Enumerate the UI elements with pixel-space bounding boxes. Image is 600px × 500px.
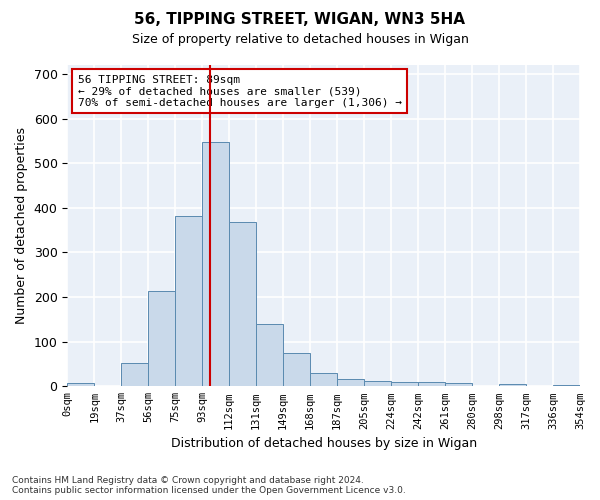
Bar [418,382,445,386]
Bar [283,353,310,386]
Bar [229,222,256,386]
Bar [148,292,175,386]
Bar [499,384,526,386]
Text: Contains HM Land Registry data © Crown copyright and database right 2024.
Contai: Contains HM Land Registry data © Crown c… [12,476,406,495]
Bar [337,378,364,386]
Bar [121,363,148,386]
Bar [310,373,337,386]
Bar [256,324,283,386]
Bar [445,382,472,386]
Text: Size of property relative to detached houses in Wigan: Size of property relative to detached ho… [131,32,469,46]
Bar [391,382,418,386]
Bar [553,384,580,386]
Bar [175,216,202,386]
Text: 56 TIPPING STREET: 89sqm
← 29% of detached houses are smaller (539)
70% of semi-: 56 TIPPING STREET: 89sqm ← 29% of detach… [77,74,401,108]
Bar [202,142,229,386]
Bar [364,380,391,386]
X-axis label: Distribution of detached houses by size in Wigan: Distribution of detached houses by size … [170,437,477,450]
Text: 56, TIPPING STREET, WIGAN, WN3 5HA: 56, TIPPING STREET, WIGAN, WN3 5HA [134,12,466,28]
Y-axis label: Number of detached properties: Number of detached properties [15,127,28,324]
Bar [67,383,94,386]
